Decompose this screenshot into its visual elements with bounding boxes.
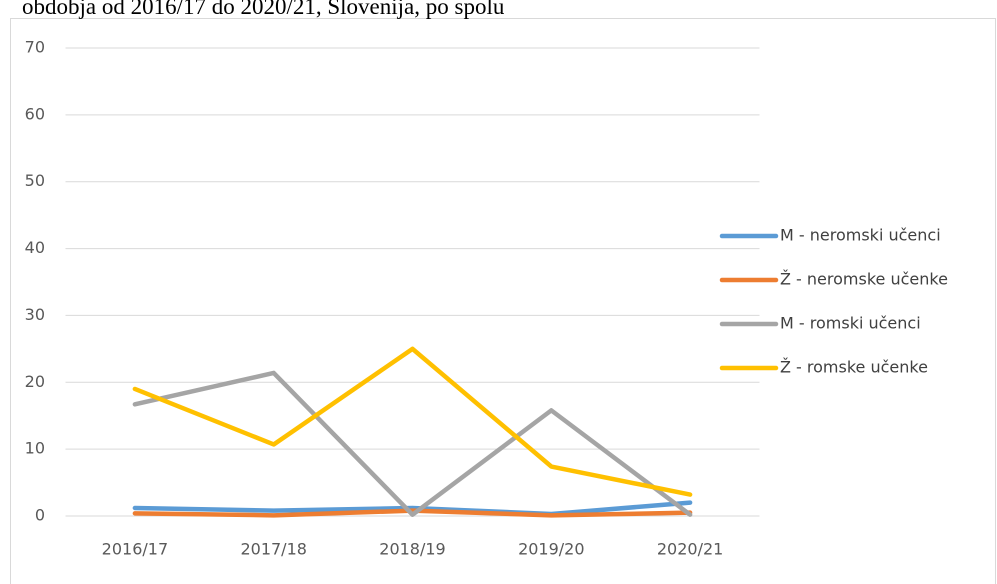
x-tick-label: 2019/20 [518, 540, 584, 559]
legend-label: M - romski učenci [780, 314, 921, 333]
chart-border [10, 18, 996, 584]
series-line [132, 500, 693, 517]
y-tick-label: 10 [25, 439, 45, 458]
x-tick-label: 2017/18 [240, 540, 306, 559]
y-tick-label: 40 [25, 238, 45, 257]
x-tick-label: 2018/19 [379, 540, 445, 559]
x-tick-label: 2016/17 [102, 540, 168, 559]
series-line [132, 346, 693, 497]
y-tick-label: 70 [25, 38, 45, 57]
series-line [132, 370, 693, 517]
x-tick-label: 2020/21 [657, 540, 723, 559]
legend-label: Ž - romske učenke [780, 358, 928, 377]
legend-label: M - neromski učenci [780, 226, 941, 245]
y-tick-label: 60 [25, 104, 45, 123]
y-tick-label: 30 [25, 305, 45, 324]
y-tick-label: 20 [25, 372, 45, 391]
series-line [132, 508, 693, 518]
y-tick-label: 50 [25, 171, 45, 190]
chart-title: obdobja od 2016/17 do 2020/21, Slovenija… [22, 0, 505, 19]
legend-label: Ž - neromske učenke [780, 270, 948, 289]
y-tick-label: 0 [35, 506, 45, 525]
